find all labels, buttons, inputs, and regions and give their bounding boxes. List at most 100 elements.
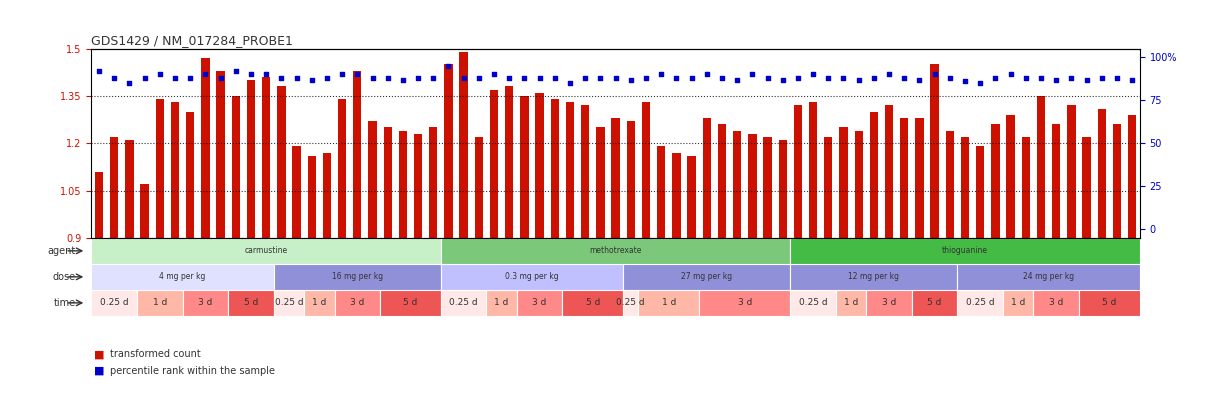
Bar <box>790 290 836 316</box>
Bar <box>930 64 939 238</box>
Bar <box>1052 124 1061 238</box>
Bar <box>293 146 301 238</box>
Bar <box>1037 96 1045 238</box>
Point <box>272 75 291 81</box>
Text: 3 d: 3 d <box>533 298 547 307</box>
Point <box>302 76 322 83</box>
Point <box>484 71 503 78</box>
Point <box>394 76 413 83</box>
Point <box>1017 75 1036 81</box>
Bar <box>187 112 194 238</box>
Point <box>1046 76 1065 83</box>
Bar <box>961 137 969 238</box>
Text: 1 d: 1 d <box>152 298 167 307</box>
Bar <box>521 96 529 238</box>
Point <box>119 80 139 86</box>
Point <box>333 71 352 78</box>
Point <box>1001 71 1020 78</box>
Point <box>150 71 169 78</box>
Point <box>105 75 124 81</box>
Bar <box>535 93 544 238</box>
Bar <box>623 264 790 290</box>
Point <box>789 75 808 81</box>
Bar <box>334 290 380 316</box>
Bar <box>140 184 149 238</box>
Bar <box>380 290 441 316</box>
Bar <box>384 128 391 238</box>
Point <box>681 75 701 81</box>
Bar <box>183 290 228 316</box>
Text: percentile rank within the sample: percentile rank within the sample <box>110 366 274 375</box>
Point <box>166 75 185 81</box>
Bar <box>912 290 957 316</box>
Bar <box>885 105 894 238</box>
Text: 3 d: 3 d <box>199 298 212 307</box>
Point <box>864 75 884 81</box>
Point <box>408 75 428 81</box>
Bar <box>474 137 483 238</box>
Point <box>1123 76 1142 83</box>
Text: 27 mg per kg: 27 mg per kg <box>681 273 733 281</box>
Bar <box>867 290 912 316</box>
Point <box>758 75 778 81</box>
Bar <box>171 102 179 238</box>
Point <box>378 75 397 81</box>
Bar <box>338 99 346 238</box>
Text: 5 d: 5 d <box>585 298 600 307</box>
Bar <box>809 102 817 238</box>
Bar <box>460 52 468 238</box>
Point <box>956 78 975 85</box>
Bar <box>91 290 137 316</box>
Text: 1 d: 1 d <box>1011 298 1025 307</box>
Point <box>940 75 959 81</box>
Point <box>575 75 595 81</box>
Point <box>1062 75 1081 81</box>
Text: 0.25 d: 0.25 d <box>965 298 995 307</box>
Point <box>591 75 611 81</box>
Bar <box>137 290 183 316</box>
Text: 16 mg per kg: 16 mg per kg <box>332 273 383 281</box>
Bar <box>1003 290 1034 316</box>
Bar <box>824 137 833 238</box>
Bar <box>1067 105 1075 238</box>
Bar <box>700 290 790 316</box>
Point <box>895 75 914 81</box>
Point <box>241 71 261 78</box>
Bar <box>779 140 787 238</box>
Bar <box>718 124 727 238</box>
Bar <box>246 80 255 238</box>
Point <box>925 71 945 78</box>
Point <box>1107 75 1126 81</box>
Text: 5 d: 5 d <box>244 298 258 307</box>
Point <box>712 75 731 81</box>
Bar <box>1082 137 1091 238</box>
Bar <box>490 90 499 238</box>
Bar <box>217 71 224 238</box>
Text: dose: dose <box>52 272 76 282</box>
Point <box>970 80 990 86</box>
Bar <box>623 290 639 316</box>
Point <box>453 75 473 81</box>
Bar <box>702 118 711 238</box>
Bar <box>836 290 867 316</box>
Text: 5 d: 5 d <box>403 298 418 307</box>
Point <box>545 75 564 81</box>
Point <box>606 75 625 81</box>
Bar <box>262 77 271 238</box>
Text: ■: ■ <box>94 366 105 375</box>
Bar <box>840 128 847 238</box>
Bar <box>307 156 316 238</box>
Text: time: time <box>54 298 76 308</box>
Bar <box>733 130 741 238</box>
Text: 1 d: 1 d <box>662 298 677 307</box>
Point <box>530 75 550 81</box>
Point <box>135 75 155 81</box>
Bar <box>1128 115 1136 238</box>
Text: 5 d: 5 d <box>928 298 942 307</box>
Bar <box>1022 137 1030 238</box>
Point <box>561 80 580 86</box>
Point <box>180 75 200 81</box>
Point <box>226 68 245 74</box>
Text: carmustine: carmustine <box>245 246 288 255</box>
Point <box>439 62 458 69</box>
